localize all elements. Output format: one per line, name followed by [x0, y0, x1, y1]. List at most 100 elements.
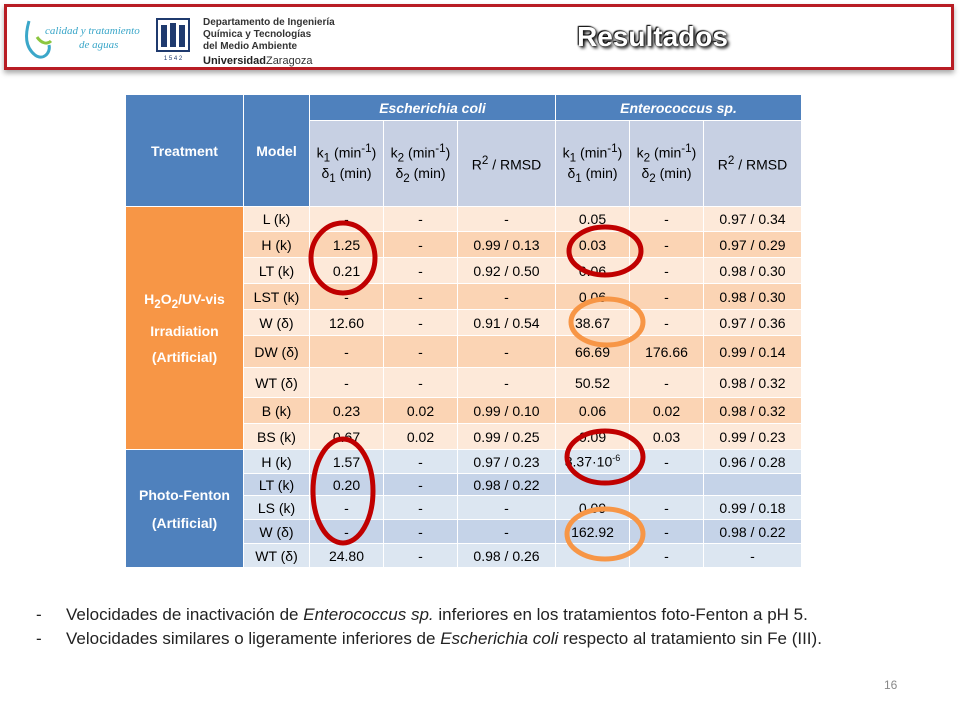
header-ecoli: Escherichia coli	[309, 94, 556, 121]
value-cell: 0.99 / 0.13	[457, 231, 556, 258]
value-cell: 38.67	[555, 309, 630, 336]
value-cell: -	[309, 206, 384, 232]
value-cell: -	[703, 543, 802, 568]
slide-title: Resultados	[577, 21, 728, 52]
value-cell: 0.99 / 0.25	[457, 423, 556, 450]
value-cell: 0.98 / 0.32	[703, 367, 802, 398]
page-number: 16	[884, 678, 898, 692]
model-cell: H (k)	[243, 231, 310, 258]
value-cell: -	[383, 449, 458, 474]
model-cell: LST (k)	[243, 283, 310, 310]
value-cell: 0.05	[555, 206, 630, 232]
value-cell: 176.66	[629, 335, 704, 368]
value-cell: -	[629, 283, 704, 310]
value-cell: 0.92 / 0.50	[457, 257, 556, 284]
bullet1-text-pre: Velocidades de inactivación de	[66, 605, 304, 624]
value-cell: 0.98 / 0.30	[703, 257, 802, 284]
table-row: B (k) 0.23 0.02 0.99 / 0.10 0.06 0.02 0.98 / 0…	[126, 397, 802, 424]
model-cell: LS (k)	[243, 495, 310, 520]
value-cell: -	[629, 231, 704, 258]
value-cell: 0.97 / 0.29	[703, 231, 802, 258]
header-model: Model	[243, 94, 310, 207]
value-cell: -	[457, 335, 556, 368]
value-cell: 0.97 / 0.23	[457, 449, 556, 474]
value-cell: -	[629, 309, 704, 336]
value-cell: -	[457, 367, 556, 398]
value-cell: 12.60	[309, 309, 384, 336]
dept-line3: del Medio Ambiente	[203, 41, 298, 52]
value-cell: -	[555, 543, 630, 568]
value-cell: -	[629, 449, 704, 474]
value-cell: 0.20	[309, 473, 384, 496]
bullet-list: - Velocidades de inactivación de Enteroc…	[36, 603, 916, 651]
university-crest-icon: 1 5 4 2	[156, 18, 190, 62]
logo-text-line1: calidad y tratamiento	[45, 25, 140, 37]
subheader-r2-entero: R2 / RMSD	[703, 120, 802, 207]
value-cell: -	[383, 206, 458, 232]
university-name: UniversidadZaragoza	[203, 55, 312, 67]
subheader-k2-entero: k2 (min-1) δ2 (min)	[629, 120, 704, 207]
value-cell: -	[383, 335, 458, 368]
value-cell: 24.80	[309, 543, 384, 568]
subheader-k2-ecoli: k2 (min-1) δ2 (min)	[383, 120, 458, 207]
value-cell: 0.21	[309, 257, 384, 284]
value-cell: 0.09	[555, 423, 630, 450]
value-cell: 0.99 / 0.23	[703, 423, 802, 450]
university-name-bold: Universidad	[203, 55, 266, 67]
value-cell: 0.06	[555, 257, 630, 284]
header-treatment: Treatment	[125, 94, 244, 207]
logo-text-line2: de aguas	[79, 39, 119, 51]
bullet-dash: -	[36, 605, 42, 624]
crest-year: 1 5 4 2	[164, 56, 183, 62]
value-cell: 0.98 / 0.32	[703, 397, 802, 424]
value-cell	[629, 473, 704, 496]
value-cell	[555, 473, 630, 496]
table-row: WT (δ) 24.80-0.98 / 0.26- - -	[126, 543, 802, 568]
value-cell: -	[383, 519, 458, 544]
bullet1-text-post: inferiores en los tratamientos foto-Fent…	[433, 605, 808, 624]
value-cell: -	[629, 257, 704, 284]
table-row: LST (k) - - -0.06-0.98 / 0.30	[126, 283, 802, 310]
value-cell: -	[457, 206, 556, 232]
value-cell: -	[629, 519, 704, 544]
model-cell: WT (δ)	[243, 367, 310, 398]
value-cell: -	[309, 283, 384, 310]
value-cell: 0.09	[555, 495, 630, 520]
treatment-cell: Photo-Fenton (Artificial)	[125, 449, 244, 568]
value-cell: -	[629, 495, 704, 520]
value-cell: 0.99 / 0.18	[703, 495, 802, 520]
water-drop-icon	[25, 20, 53, 59]
model-cell: WT (δ)	[243, 543, 310, 568]
value-cell: 0.99 / 0.14	[703, 335, 802, 368]
value-cell: -	[383, 257, 458, 284]
value-cell: 0.67	[309, 423, 384, 450]
value-cell: -	[309, 367, 384, 398]
value-cell	[703, 473, 802, 496]
value-cell: 162.92	[555, 519, 630, 544]
value-cell: 0.23	[309, 397, 384, 424]
value-cell: 0.03	[629, 423, 704, 450]
bullet1-text-species: Enterococcus sp.	[303, 605, 434, 624]
slide-header: calidad y tratamiento de aguas 1 5 4 2 D…	[4, 4, 954, 70]
value-cell: 0.06	[555, 397, 630, 424]
university-name-rest: Zaragoza	[265, 55, 313, 67]
subheader-k1-entero: k1 (min-1) δ1 (min)	[555, 120, 630, 207]
table-row: Photo-Fenton (Artificial) H (k) 1.57-0.97 /…	[125, 449, 802, 568]
bullet2-text-pre: Velocidades similares o ligeramente infe…	[66, 629, 441, 648]
value-cell: 0.98 / 0.22	[703, 519, 802, 544]
value-cell: 50.52	[555, 367, 630, 398]
dept-line1: Departamento de Ingeniería	[203, 17, 335, 28]
subheader-k1-ecoli: k1 (min-1) δ1 (min)	[309, 120, 384, 207]
treatment-cell: H2O2/UV-vis Irradiation (Artificial)	[125, 206, 244, 450]
value-cell: 0.98 / 0.26	[457, 543, 556, 568]
value-cell: 0.96 / 0.28	[703, 449, 802, 474]
value-cell: -	[629, 206, 704, 232]
bullet-item-1: - Velocidades de inactivación de Enteroc…	[36, 603, 916, 626]
value-cell: 0.97 / 0.36	[703, 309, 802, 336]
value-cell: 0.99 / 0.10	[457, 397, 556, 424]
value-cell: -	[457, 283, 556, 310]
value-cell: -	[383, 283, 458, 310]
value-cell: -	[457, 495, 556, 520]
value-cell: -	[629, 367, 704, 398]
value-cell: -	[383, 543, 458, 568]
